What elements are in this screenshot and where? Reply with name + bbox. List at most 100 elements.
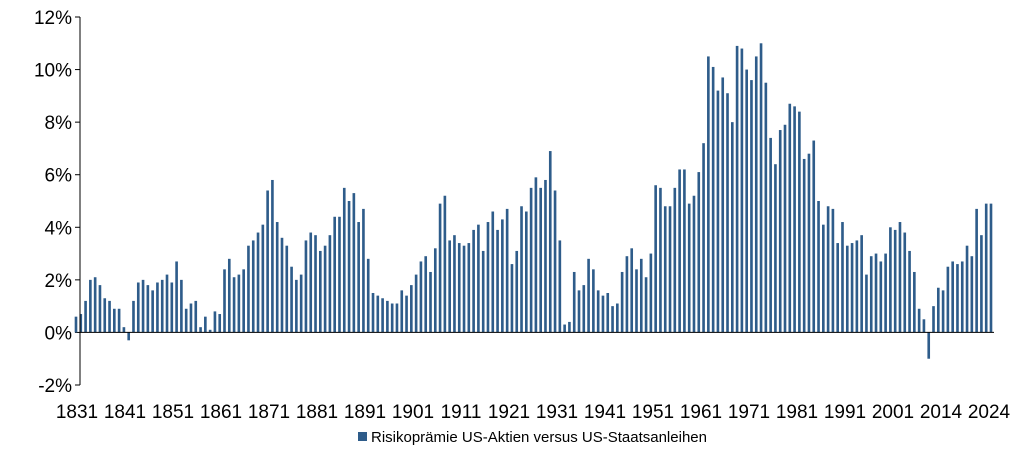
bar: [611, 306, 614, 333]
bar: [208, 329, 212, 333]
bar: [127, 332, 131, 341]
bar: [635, 269, 638, 333]
bar: [534, 177, 538, 333]
bar: [141, 279, 145, 333]
bar: [683, 169, 686, 333]
bar: [802, 158, 806, 333]
bar: [453, 235, 456, 333]
bar: [247, 245, 250, 333]
bar: [577, 290, 581, 333]
bar: [687, 203, 691, 333]
x-tick-label: 1911: [441, 402, 482, 423]
bar: [501, 219, 504, 333]
bar: [668, 206, 672, 333]
bar: [448, 240, 451, 333]
bar: [917, 308, 921, 333]
bar: [831, 208, 835, 333]
bar: [170, 282, 174, 333]
y-tick-label: 10%: [34, 61, 72, 82]
bar: [568, 321, 571, 333]
bar: [309, 232, 313, 333]
bar: [136, 282, 140, 333]
bar: [328, 235, 332, 333]
bar: [400, 290, 404, 333]
bar: [855, 240, 859, 333]
bar: [132, 300, 135, 333]
bar: [630, 248, 634, 333]
bar: [639, 258, 643, 333]
bar: [366, 258, 370, 333]
bar: [850, 243, 854, 333]
bar: [491, 211, 495, 333]
bar: [529, 187, 533, 333]
bar: [122, 327, 126, 333]
bar: [587, 258, 590, 333]
y-tick-label: 2%: [45, 271, 73, 292]
bar: [390, 303, 394, 333]
x-tick-label: 1851: [152, 402, 194, 423]
bar: [280, 237, 284, 333]
bar: [108, 300, 111, 333]
bar: [180, 279, 183, 333]
bar: [817, 201, 820, 333]
bar: [860, 235, 863, 333]
bar: [960, 261, 964, 333]
bar: [395, 303, 399, 333]
bar: [692, 195, 696, 333]
bar: [553, 190, 557, 333]
x-tick-label: 1961: [680, 402, 722, 423]
bar: [266, 190, 269, 333]
x-tick-label: 1931: [536, 402, 578, 423]
bar: [352, 193, 356, 333]
bar: [798, 111, 801, 333]
bar: [616, 303, 619, 333]
bar: [606, 293, 610, 333]
y-tick-label: 8%: [45, 113, 73, 134]
x-tick-label: 1881: [296, 402, 338, 423]
bar: [189, 303, 193, 333]
bar: [457, 243, 461, 333]
bar: [462, 245, 466, 333]
x-axis: 1831 1841 1851 1861 1871 1881 1891 1901 1911 1921…: [56, 402, 1011, 423]
x-tick-label: 1891: [344, 402, 386, 423]
y-tick-label: 0%: [45, 323, 73, 344]
bar: [764, 82, 768, 333]
bar: [659, 187, 662, 333]
x-tick-label: 1841: [104, 402, 146, 423]
bar: [707, 56, 710, 333]
bar: [381, 298, 384, 333]
bar: [429, 271, 432, 333]
bar: [980, 235, 983, 333]
bar: [572, 271, 576, 333]
bar: [812, 140, 816, 333]
y-tick-label: -2%: [38, 376, 72, 397]
x-tick-label: 1981: [776, 402, 818, 423]
bar: [89, 279, 92, 333]
bar: [601, 295, 605, 333]
bar: [414, 274, 418, 333]
bar: [175, 261, 178, 333]
bar: [941, 290, 945, 333]
bar: [735, 45, 739, 333]
bar: [505, 208, 509, 333]
x-tick-label: 1941: [584, 402, 626, 423]
bar: [256, 232, 260, 333]
bar: [438, 203, 442, 333]
bar: [357, 222, 360, 333]
bar: [405, 295, 408, 333]
bar: [913, 271, 916, 333]
bar: [778, 130, 782, 333]
bar: [563, 324, 566, 333]
bar: [199, 327, 202, 333]
bar: [443, 195, 447, 333]
bar: [227, 258, 231, 333]
bar: [323, 245, 327, 333]
bar: [347, 201, 351, 333]
bar: [673, 187, 677, 333]
bar: [251, 240, 255, 333]
legend-swatch: [358, 432, 367, 441]
bar: [184, 308, 188, 333]
y-tick-label: 12%: [34, 8, 72, 29]
bar: [271, 179, 274, 333]
